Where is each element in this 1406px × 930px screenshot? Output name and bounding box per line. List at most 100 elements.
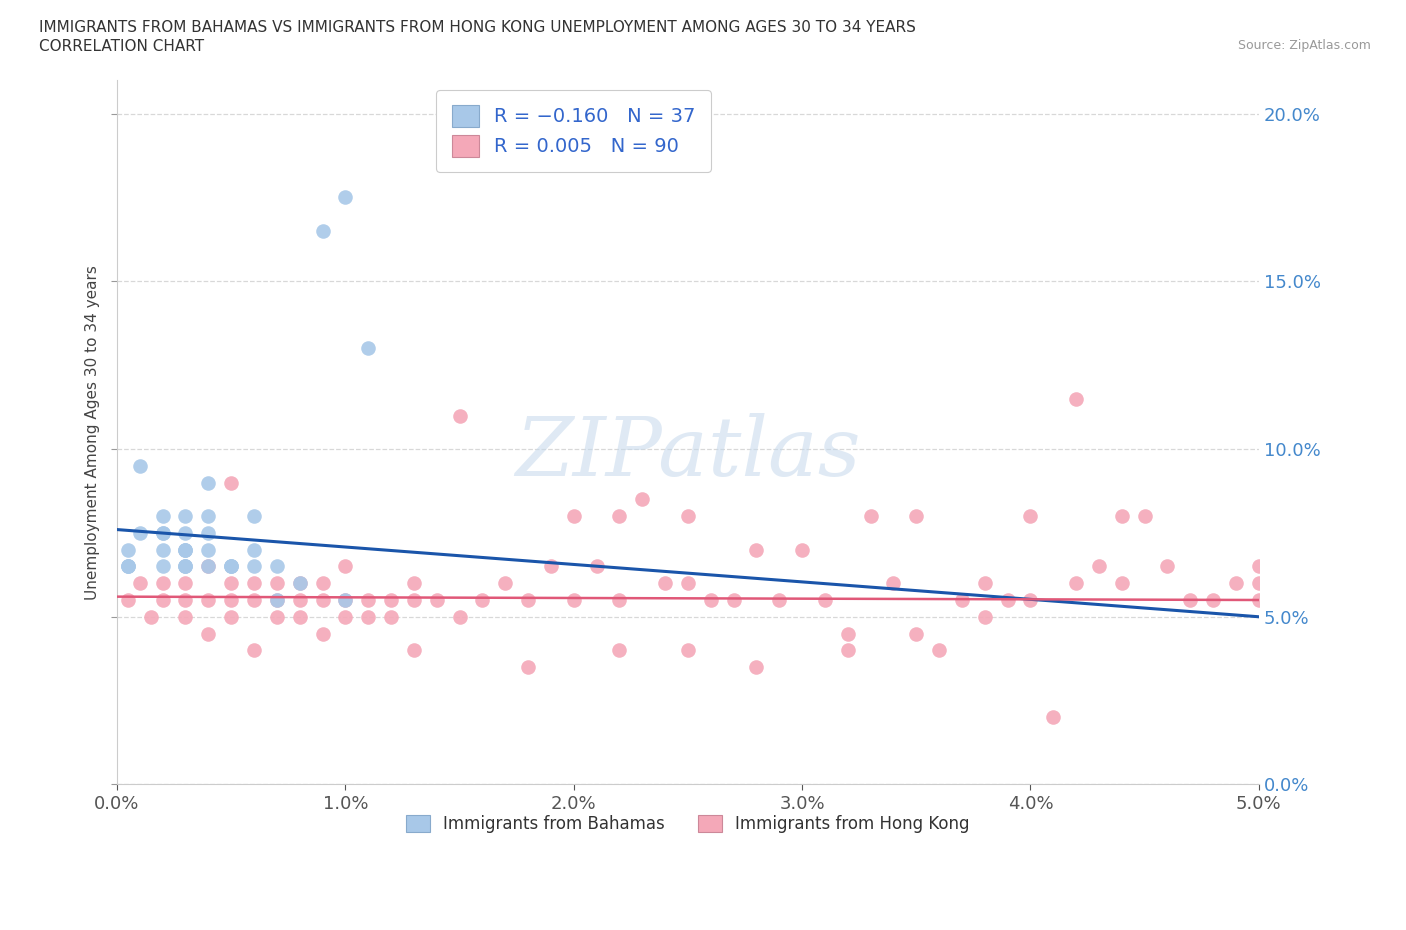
Point	[219, 592, 242, 607]
Point	[335, 559, 357, 574]
Point	[174, 609, 197, 624]
Point	[585, 559, 607, 574]
Point	[117, 559, 139, 574]
Point	[117, 559, 139, 574]
Point	[1064, 392, 1087, 406]
Point	[609, 643, 631, 658]
Text: IMMIGRANTS FROM BAHAMAS VS IMMIGRANTS FROM HONG KONG UNEMPLOYMENT AMONG AGES 30 : IMMIGRANTS FROM BAHAMAS VS IMMIGRANTS FR…	[39, 20, 917, 35]
Point	[197, 475, 219, 490]
Point	[266, 559, 288, 574]
Point	[449, 609, 471, 624]
Point	[745, 659, 768, 674]
Point	[174, 576, 197, 591]
Point	[219, 475, 242, 490]
Point	[517, 592, 540, 607]
Point	[837, 643, 859, 658]
Point	[174, 542, 197, 557]
Point	[1180, 592, 1202, 607]
Point	[288, 576, 311, 591]
Text: Source: ZipAtlas.com: Source: ZipAtlas.com	[1237, 39, 1371, 52]
Text: CORRELATION CHART: CORRELATION CHART	[39, 39, 204, 54]
Point	[335, 609, 357, 624]
Point	[219, 559, 242, 574]
Point	[357, 341, 380, 356]
Text: ZIPatlas: ZIPatlas	[515, 414, 860, 494]
Point	[152, 525, 174, 540]
Point	[700, 592, 723, 607]
Point	[1111, 509, 1133, 524]
Point	[1247, 576, 1270, 591]
Point	[449, 408, 471, 423]
Point	[128, 576, 150, 591]
Point	[562, 509, 585, 524]
Point	[266, 592, 288, 607]
Point	[243, 542, 266, 557]
Point	[141, 609, 163, 624]
Point	[266, 592, 288, 607]
Point	[1225, 576, 1247, 591]
Point	[402, 643, 425, 658]
Y-axis label: Unemployment Among Ages 30 to 34 years: Unemployment Among Ages 30 to 34 years	[86, 265, 100, 600]
Point	[380, 609, 402, 624]
Point	[174, 542, 197, 557]
Point	[288, 576, 311, 591]
Point	[471, 592, 494, 607]
Point	[562, 592, 585, 607]
Point	[1247, 592, 1270, 607]
Point	[1088, 559, 1111, 574]
Point	[243, 576, 266, 591]
Point	[152, 509, 174, 524]
Point	[676, 576, 699, 591]
Point	[152, 559, 174, 574]
Point	[152, 542, 174, 557]
Point	[174, 525, 197, 540]
Point	[335, 592, 357, 607]
Point	[197, 525, 219, 540]
Point	[197, 626, 219, 641]
Point	[288, 609, 311, 624]
Point	[1019, 592, 1042, 607]
Point	[676, 509, 699, 524]
Point	[152, 525, 174, 540]
Point	[882, 576, 904, 591]
Point	[609, 509, 631, 524]
Point	[243, 592, 266, 607]
Point	[197, 542, 219, 557]
Point	[402, 576, 425, 591]
Point	[745, 542, 768, 557]
Point	[609, 592, 631, 607]
Point	[1042, 710, 1064, 724]
Point	[973, 609, 995, 624]
Point	[243, 509, 266, 524]
Point	[357, 609, 380, 624]
Point	[1111, 576, 1133, 591]
Point	[174, 592, 197, 607]
Point	[266, 609, 288, 624]
Point	[494, 576, 516, 591]
Point	[814, 592, 837, 607]
Point	[973, 576, 995, 591]
Point	[426, 592, 449, 607]
Point	[197, 509, 219, 524]
Point	[117, 542, 139, 557]
Point	[174, 559, 197, 574]
Point	[1247, 559, 1270, 574]
Point	[1019, 509, 1042, 524]
Point	[905, 509, 928, 524]
Point	[905, 626, 928, 641]
Point	[1133, 509, 1156, 524]
Point	[928, 643, 950, 658]
Point	[174, 559, 197, 574]
Point	[654, 576, 676, 591]
Point	[219, 609, 242, 624]
Point	[311, 576, 333, 591]
Point	[311, 626, 333, 641]
Point	[335, 592, 357, 607]
Point	[357, 592, 380, 607]
Point	[311, 223, 333, 238]
Point	[174, 509, 197, 524]
Point	[1202, 592, 1225, 607]
Point	[197, 559, 219, 574]
Point	[950, 592, 973, 607]
Point	[676, 643, 699, 658]
